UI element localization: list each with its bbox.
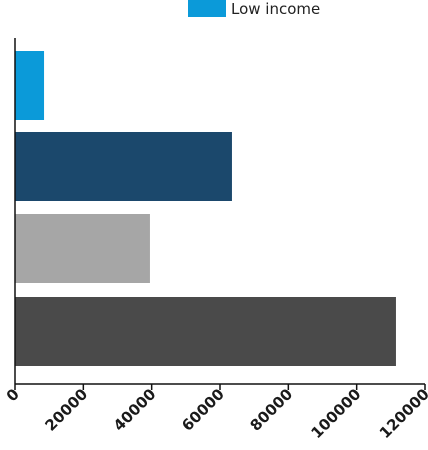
x-tick-label: 40000 xyxy=(110,385,160,435)
legend-label-low-income: Low income xyxy=(231,0,320,18)
bars-group xyxy=(15,51,396,366)
x-tick-label: 20000 xyxy=(42,385,92,435)
bar-2 xyxy=(15,132,232,201)
bar-1 xyxy=(15,51,45,120)
bar-3 xyxy=(15,214,150,283)
legend-swatch-low-income xyxy=(188,0,226,17)
x-tick-label: 120000 xyxy=(376,385,428,442)
x-tick-label: 80000 xyxy=(247,385,297,435)
x-tick-label: 0 xyxy=(3,385,23,405)
x-ticks-group: 0 20000 40000 60000 80000 100000 120000 xyxy=(3,384,428,442)
legend: Low income xyxy=(188,0,320,18)
x-tick-label: 100000 xyxy=(307,385,364,442)
x-tick-label: 60000 xyxy=(178,385,228,435)
bar-4 xyxy=(15,297,396,366)
